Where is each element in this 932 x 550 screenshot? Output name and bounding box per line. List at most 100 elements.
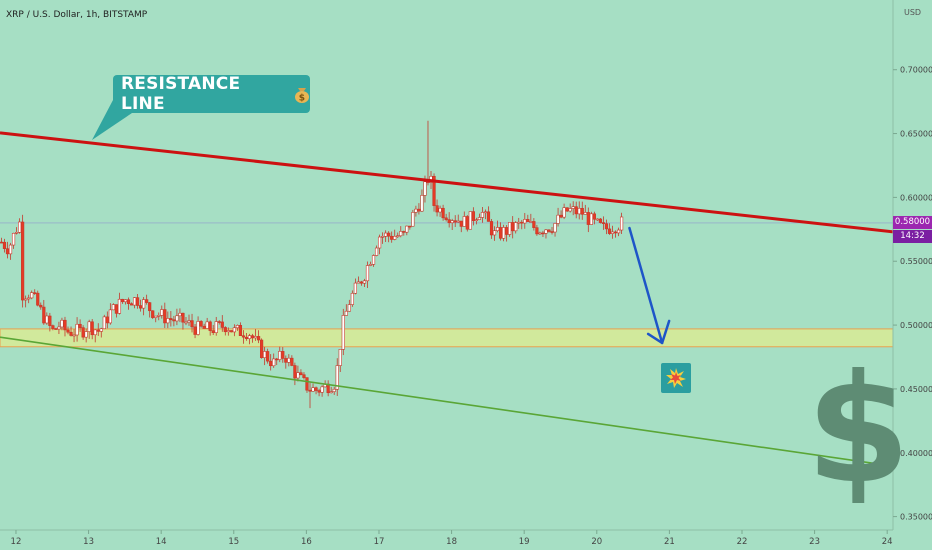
candle (278, 346, 282, 363)
candle (217, 320, 221, 325)
candle-body (66, 329, 70, 333)
candle (145, 294, 149, 305)
candle-body (489, 221, 494, 236)
candle-body (250, 335, 255, 339)
candle (208, 320, 212, 336)
candle-body (359, 281, 364, 284)
candle-body (610, 231, 615, 234)
candle (129, 302, 134, 306)
support-line (0, 336, 894, 467)
candle-body (117, 298, 122, 314)
candle-body (511, 222, 515, 232)
candles-layer (0, 120, 624, 409)
candle-body (462, 216, 466, 227)
candle-body (414, 208, 418, 213)
candle (226, 327, 230, 336)
candle-body (532, 221, 536, 228)
candle-body (377, 236, 382, 249)
candle-body (544, 229, 548, 234)
candle (196, 316, 200, 336)
candle (535, 224, 539, 236)
candle (399, 226, 403, 238)
x-tick-label: 19 (519, 537, 530, 547)
candle-body (502, 227, 506, 239)
candle (160, 305, 164, 319)
candle (5, 241, 10, 259)
candle (553, 222, 557, 237)
x-tick-label: 16 (301, 537, 312, 547)
candle-body (335, 365, 339, 390)
candle-body (24, 298, 28, 301)
candle-body (196, 321, 200, 335)
candle (420, 189, 424, 212)
candle-body (256, 336, 261, 341)
candle-body (278, 351, 282, 360)
candle-body (362, 280, 367, 284)
candle-body (21, 221, 25, 301)
x-tick-label: 13 (83, 537, 94, 547)
candle-body (299, 372, 303, 376)
candle (232, 324, 236, 337)
candle (393, 229, 397, 241)
candle (541, 230, 545, 238)
candle-body (483, 211, 488, 214)
candle (514, 221, 518, 234)
candle (305, 377, 309, 393)
candle (544, 229, 548, 239)
candle (314, 386, 318, 395)
candle-body (329, 391, 333, 394)
candle-body (30, 292, 34, 299)
candle-body (396, 235, 400, 238)
candle-body (229, 330, 233, 333)
candle-body (508, 222, 512, 235)
currency-label: USD (904, 8, 922, 17)
candle (120, 298, 125, 304)
x-tick-label: 18 (446, 537, 457, 547)
candle-body (592, 213, 596, 220)
candle (332, 386, 336, 395)
candle (505, 225, 509, 242)
candle-body (93, 329, 97, 336)
candle-body (217, 321, 221, 323)
candle (489, 218, 494, 239)
candle-body (157, 315, 161, 317)
candle (426, 120, 430, 186)
candle-body (459, 220, 463, 227)
candle-body (526, 219, 530, 222)
candle-body (495, 227, 500, 231)
candle-body (275, 358, 279, 361)
candle (220, 315, 224, 332)
candle-body (435, 205, 439, 213)
candle (580, 201, 584, 220)
candle-body (178, 312, 182, 317)
candle (114, 304, 119, 318)
candle-body (135, 297, 140, 306)
candle-body (411, 212, 415, 227)
candle (36, 290, 40, 307)
x-tick-label: 21 (664, 537, 675, 547)
candle-body (550, 231, 554, 233)
y-tick-label: 0.65000 (900, 130, 932, 139)
candle (384, 230, 388, 242)
candle (199, 320, 203, 328)
candle (465, 215, 469, 232)
candle (57, 321, 61, 334)
candle (347, 299, 351, 312)
candle-body (48, 315, 52, 326)
candle (547, 229, 551, 233)
candle (320, 385, 324, 397)
candle-body (129, 303, 134, 306)
candle-body (72, 334, 76, 337)
candle (250, 333, 255, 343)
candle-body (408, 225, 412, 228)
candle-body (33, 292, 37, 294)
candle (477, 213, 482, 221)
candle (272, 353, 276, 368)
candle-body (205, 321, 209, 329)
candle-body (14, 232, 19, 234)
candle-body (538, 232, 542, 235)
candle (235, 324, 240, 331)
candle-body (595, 218, 599, 221)
